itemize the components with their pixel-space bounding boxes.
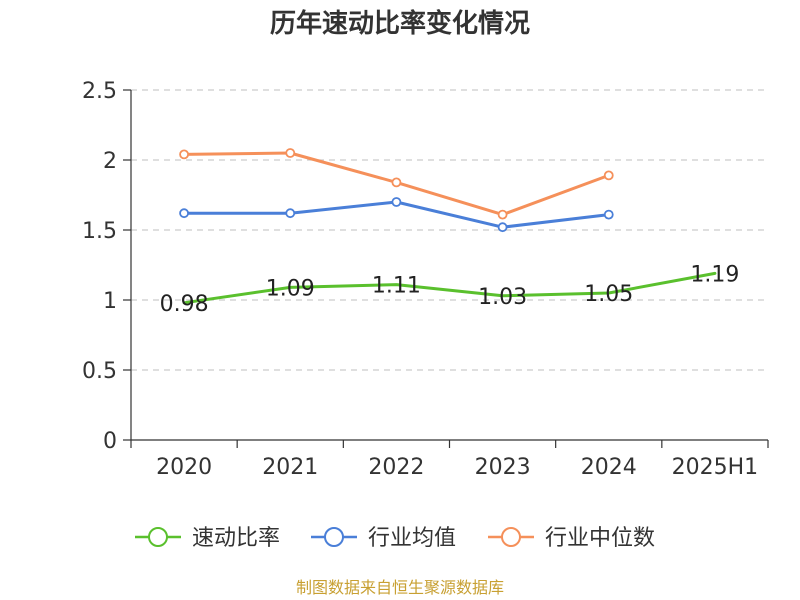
- legend-label: 行业中位数: [545, 526, 655, 551]
- x-tick-label: 2022: [368, 455, 424, 480]
- data-label: 1.05: [584, 282, 633, 307]
- y-tick-label: 0.5: [82, 359, 117, 384]
- data-source-note: 制图数据来自恒生聚源数据库: [295, 578, 504, 597]
- data-point: [391, 197, 402, 207]
- chart-title: 历年速动比率变化情况: [269, 9, 530, 39]
- data-point: [391, 177, 402, 188]
- x-tick-label: 2021: [262, 455, 318, 480]
- data-label: 1.19: [690, 262, 739, 287]
- legend-symbol-marker: [501, 527, 521, 547]
- legend-label: 速动比率: [192, 526, 280, 551]
- legend-symbol-marker: [324, 527, 344, 547]
- x-tick-label: 2023: [475, 455, 531, 480]
- data-point: [179, 149, 189, 160]
- y-tick-label: 0: [103, 429, 117, 454]
- y-tick-label: 1.5: [82, 219, 117, 244]
- data-point: [285, 208, 296, 219]
- data-point: [497, 209, 508, 220]
- data-label: 0.98: [160, 292, 209, 317]
- data-point: [179, 208, 189, 219]
- y-tick-label: 2: [103, 149, 117, 174]
- legend-symbol-marker: [148, 527, 168, 547]
- data-point: [603, 209, 614, 220]
- data-label: 1.09: [266, 276, 315, 301]
- data-label: 1.03: [478, 285, 527, 310]
- data-label: 1.11: [372, 274, 421, 299]
- x-tick-label: 2020: [156, 455, 212, 480]
- data-point: [497, 222, 508, 233]
- x-tick-label: 2024: [581, 455, 637, 480]
- data-point: [285, 148, 296, 158]
- series-line: [182, 271, 717, 305]
- y-tick-label: 1: [103, 289, 117, 314]
- y-tick-label: 2.5: [82, 79, 117, 104]
- data-point: [603, 170, 614, 181]
- legend-label: 行业均值: [368, 526, 456, 551]
- x-tick-label: 2025H1: [672, 455, 759, 480]
